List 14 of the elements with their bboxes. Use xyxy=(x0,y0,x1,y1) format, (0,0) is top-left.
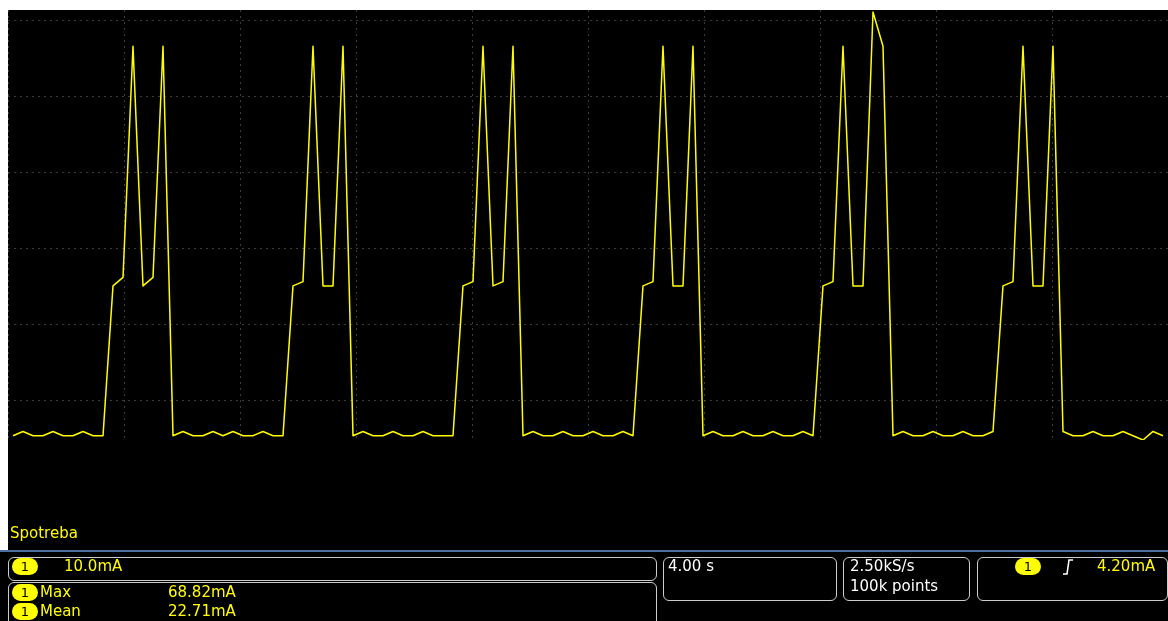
text: 68.82mA xyxy=(168,583,236,601)
text: Max xyxy=(40,583,72,601)
text: 1 xyxy=(1015,558,1041,575)
text: 22.71mA xyxy=(168,602,236,620)
text: 100k points xyxy=(850,577,939,595)
text: Mean xyxy=(40,602,81,620)
text: 1 xyxy=(12,584,38,601)
text: 1 xyxy=(12,603,38,620)
text: 1 xyxy=(12,558,38,575)
text: 2.50kS/s xyxy=(850,557,915,575)
text: 4.20mA xyxy=(1097,557,1156,575)
text: 4.00 s xyxy=(668,557,714,575)
text: Spotreba xyxy=(10,524,78,542)
text: 10.0mA xyxy=(64,557,123,575)
